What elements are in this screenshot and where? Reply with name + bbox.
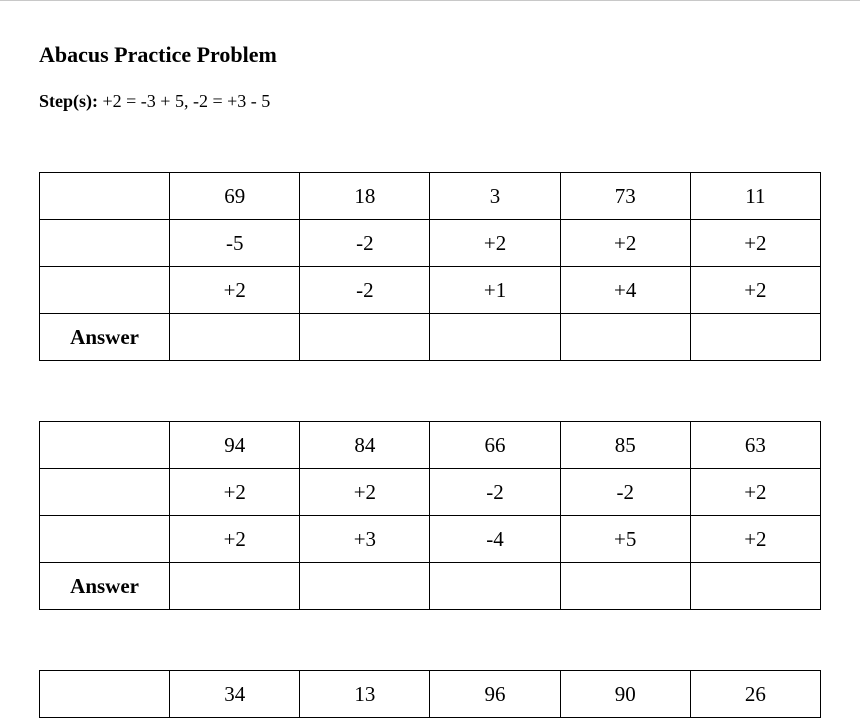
answer-label: Answer <box>38 313 171 361</box>
number-cell: -2 <box>559 468 691 516</box>
row-label-cell <box>38 219 171 267</box>
steps-line: Step(s): +2 = -3 + 5, -2 = +3 - 5 <box>39 90 270 112</box>
answer-cell <box>169 562 301 610</box>
row-label-cell <box>38 670 171 718</box>
table-row: -5 -2 +2 +2 +2 <box>38 219 822 267</box>
problem-table-1: 69 18 3 73 11 -5 -2 +2 +2 +2 +2 -2 +1 +4… <box>38 172 822 361</box>
steps-text: +2 = -3 + 5, -2 = +3 - 5 <box>98 91 271 111</box>
number-cell: +2 <box>299 468 431 516</box>
number-cell: 94 <box>169 421 301 469</box>
number-cell: +2 <box>689 468 822 516</box>
steps-label: Step(s): <box>39 91 98 111</box>
answer-cell <box>559 313 691 361</box>
row-label-cell <box>38 266 171 314</box>
number-cell: -5 <box>169 219 301 267</box>
answer-label: Answer <box>38 562 171 610</box>
number-cell: +4 <box>559 266 691 314</box>
page-title: Abacus Practice Problem <box>39 42 277 67</box>
number-cell: +5 <box>559 515 691 563</box>
number-cell: 26 <box>689 670 822 718</box>
problem-table-2: 94 84 66 85 63 +2 +2 -2 -2 +2 +2 +3 -4 +… <box>38 421 822 610</box>
number-cell: 13 <box>299 670 431 718</box>
table-row: +2 +3 -4 +5 +2 <box>38 515 822 563</box>
table-row: 34 13 96 90 26 <box>38 670 822 718</box>
answer-cell <box>429 562 561 610</box>
number-cell: -2 <box>299 266 431 314</box>
number-cell: +2 <box>169 515 301 563</box>
answer-row: Answer <box>38 313 822 361</box>
number-cell: 18 <box>299 172 431 220</box>
answer-cell <box>559 562 691 610</box>
number-cell: +2 <box>429 219 561 267</box>
answer-row: Answer <box>38 562 822 610</box>
number-cell: -4 <box>429 515 561 563</box>
number-cell: +1 <box>429 266 561 314</box>
number-cell: +2 <box>559 219 691 267</box>
number-cell: 73 <box>559 172 691 220</box>
table-row: 69 18 3 73 11 <box>38 172 822 220</box>
top-border-line <box>0 0 860 1</box>
number-cell: +2 <box>169 266 301 314</box>
table-row: 94 84 66 85 63 <box>38 421 822 469</box>
row-label-cell <box>38 172 171 220</box>
number-cell: 63 <box>689 421 822 469</box>
number-cell: 66 <box>429 421 561 469</box>
number-cell: +2 <box>689 266 822 314</box>
number-cell: +2 <box>689 515 822 563</box>
number-cell: -2 <box>299 219 431 267</box>
number-cell: +3 <box>299 515 431 563</box>
answer-cell <box>169 313 301 361</box>
row-label-cell <box>38 515 171 563</box>
answer-cell <box>299 313 431 361</box>
number-cell: 11 <box>689 172 822 220</box>
number-cell: 34 <box>169 670 301 718</box>
problem-table-3: 34 13 96 90 26 <box>38 670 822 718</box>
number-cell: 69 <box>169 172 301 220</box>
number-cell: -2 <box>429 468 561 516</box>
table-row: +2 -2 +1 +4 +2 <box>38 266 822 314</box>
number-cell: 3 <box>429 172 561 220</box>
answer-cell <box>689 562 822 610</box>
row-label-cell <box>38 421 171 469</box>
number-cell: 96 <box>429 670 561 718</box>
answer-cell <box>299 562 431 610</box>
number-cell: 85 <box>559 421 691 469</box>
table-row: +2 +2 -2 -2 +2 <box>38 468 822 516</box>
answer-cell <box>689 313 822 361</box>
row-label-cell <box>38 468 171 516</box>
number-cell: +2 <box>169 468 301 516</box>
answer-cell <box>429 313 561 361</box>
number-cell: +2 <box>689 219 822 267</box>
number-cell: 84 <box>299 421 431 469</box>
number-cell: 90 <box>559 670 691 718</box>
